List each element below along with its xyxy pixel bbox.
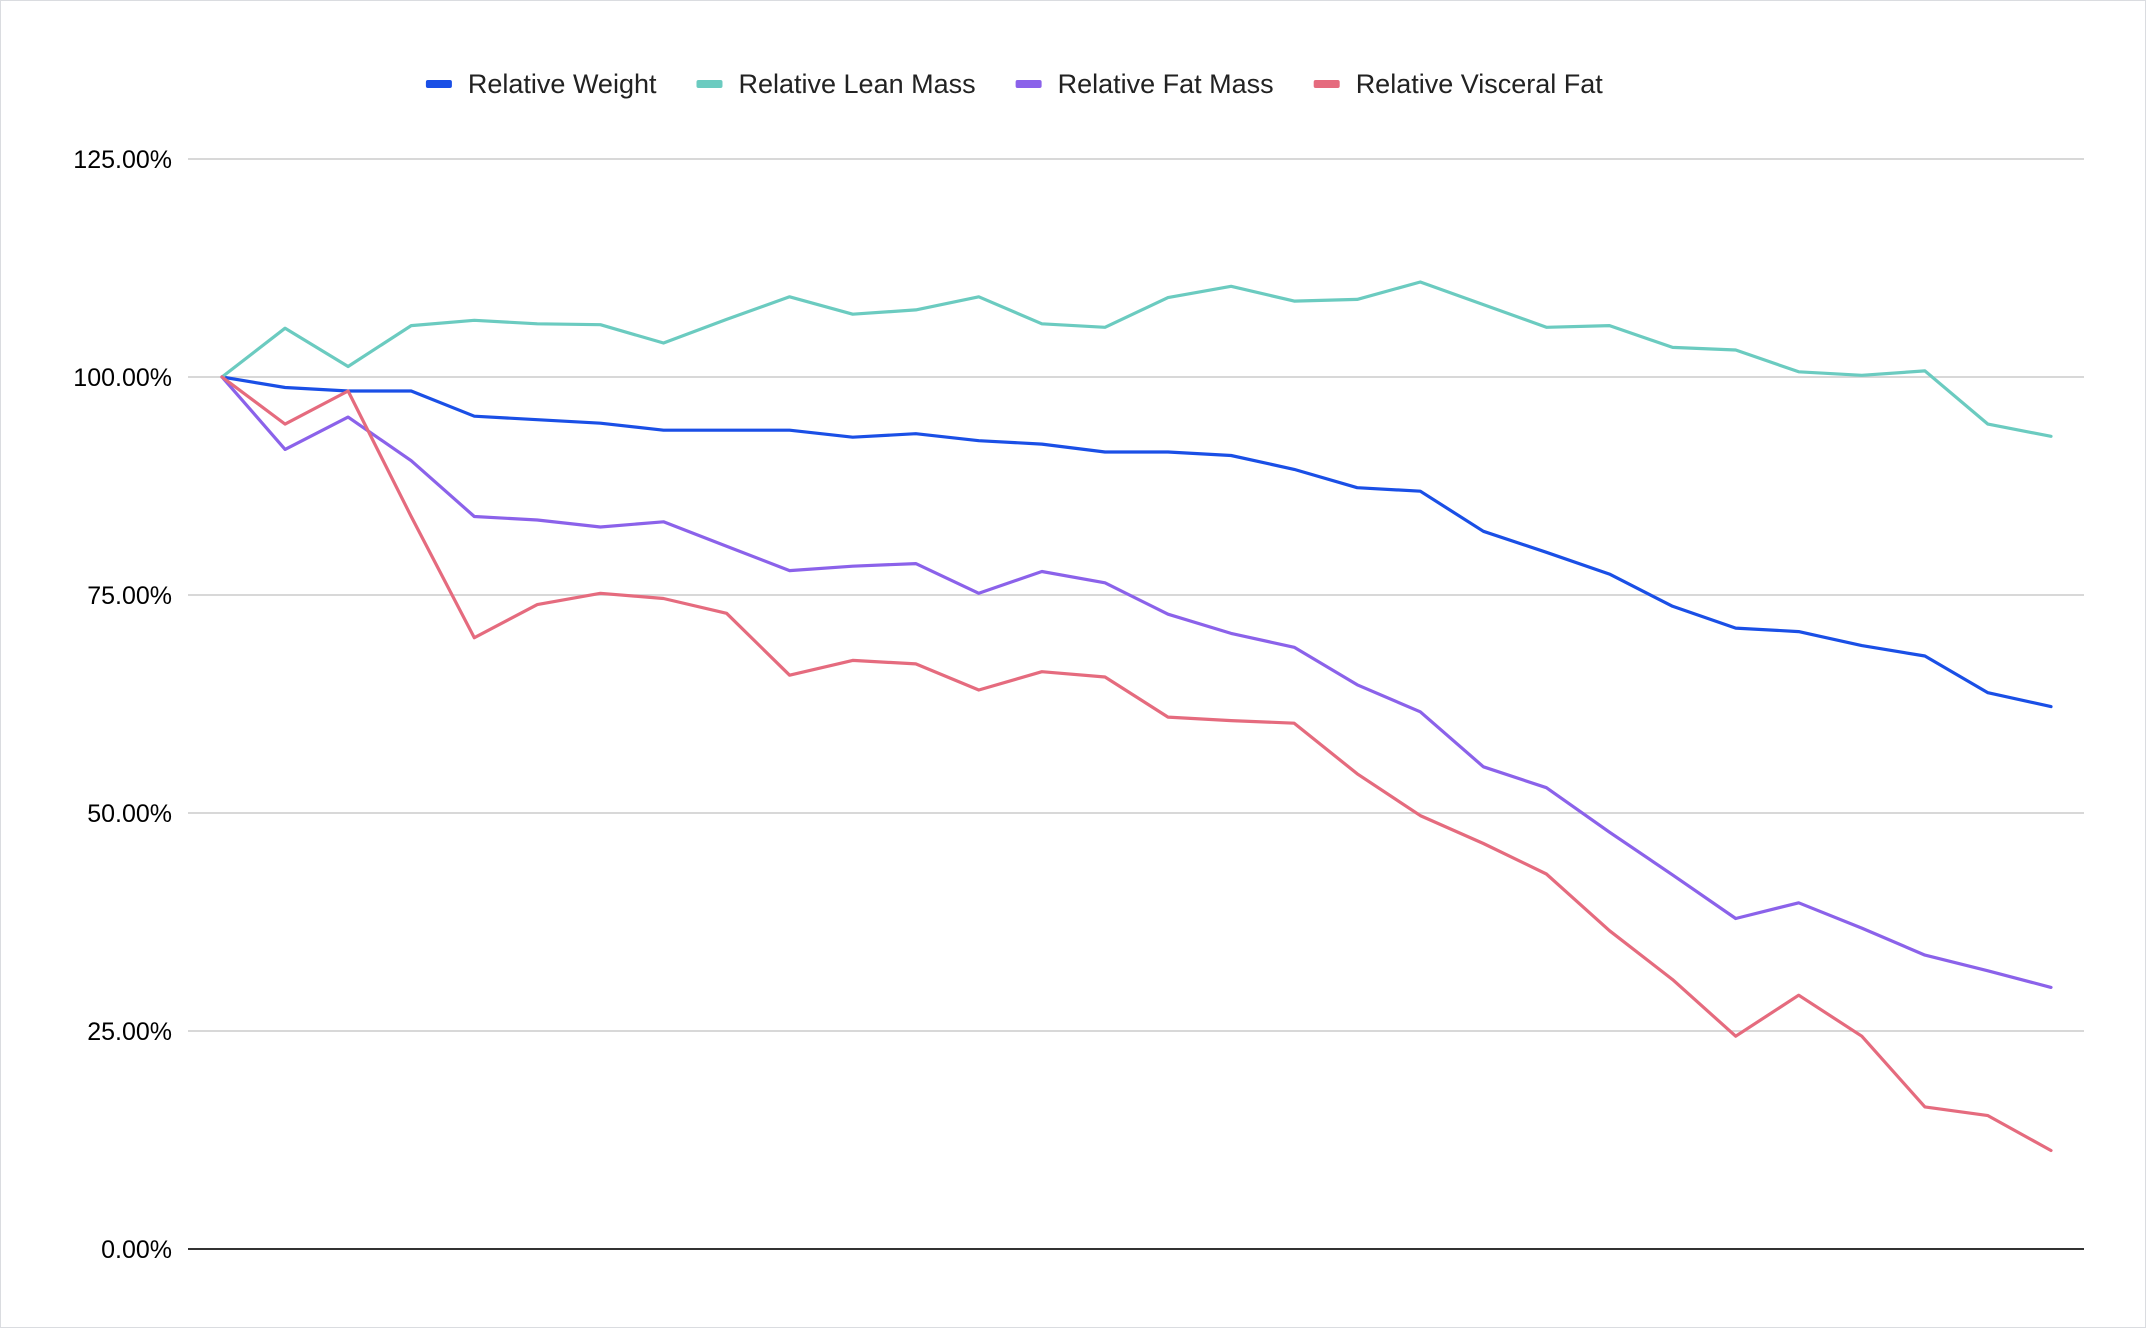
legend-item-relative-weight[interactable]: Relative Weight bbox=[426, 69, 657, 99]
y-tick-label: 125.00% bbox=[73, 146, 172, 174]
legend-swatch bbox=[426, 80, 452, 88]
legend: Relative Weight Relative Lean Mass Relativ… bbox=[426, 69, 1603, 99]
legend-label: Relative Weight bbox=[468, 69, 657, 99]
series-line-relative-fat-mass bbox=[222, 377, 2051, 987]
y-axis: 0.00% 25.00% 50.00% 75.00% 100.00% 125.00% bbox=[73, 146, 172, 1264]
legend-swatch bbox=[1016, 80, 1042, 88]
series-line-relative-lean-mass bbox=[222, 282, 2051, 436]
gridlines bbox=[188, 159, 2084, 1249]
legend-label: Relative Visceral Fat bbox=[1356, 69, 1604, 99]
y-tick-label: 50.00% bbox=[87, 800, 172, 828]
y-tick-label: 0.00% bbox=[101, 1236, 172, 1264]
y-tick-label: 25.00% bbox=[87, 1018, 172, 1046]
y-tick-label: 75.00% bbox=[87, 582, 172, 610]
legend-label: Relative Fat Mass bbox=[1058, 69, 1274, 99]
legend-swatch bbox=[696, 80, 722, 88]
legend-item-relative-visceral-fat[interactable]: Relative Visceral Fat bbox=[1314, 69, 1604, 99]
series-line-relative-visceral-fat bbox=[222, 377, 2051, 1151]
legend-item-relative-fat-mass[interactable]: Relative Fat Mass bbox=[1016, 69, 1274, 99]
legend-swatch bbox=[1314, 80, 1340, 88]
y-tick-label: 100.00% bbox=[73, 364, 172, 392]
series-line-relative-weight bbox=[222, 377, 2051, 707]
series-lines bbox=[222, 282, 2051, 1151]
legend-item-relative-lean-mass[interactable]: Relative Lean Mass bbox=[696, 69, 975, 99]
legend-label: Relative Lean Mass bbox=[738, 69, 975, 99]
